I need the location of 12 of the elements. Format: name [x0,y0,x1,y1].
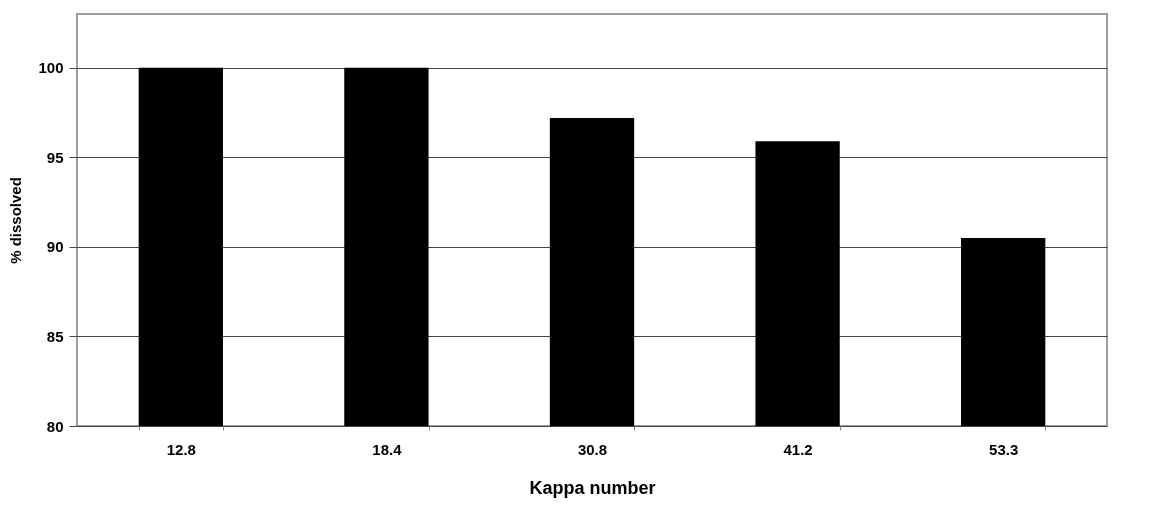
x-axis-title: Kappa number [529,477,656,498]
y-tick-label: 80 [46,417,64,435]
y-tick-label: 85 [46,327,64,345]
x-tick-label: 53.3 [989,440,1019,458]
x-tick-label: 30.8 [577,440,608,458]
y-axis-title: % dissolved [7,177,25,264]
x-tick-label: 18.4 [372,440,403,458]
y-tick-label: 90 [46,238,64,256]
y-tick-label: 95 [46,148,64,166]
x-tick-label: 12.8 [166,440,196,458]
x-tick-label: 41.2 [783,440,813,458]
y-tick-label: 100 [38,59,64,77]
